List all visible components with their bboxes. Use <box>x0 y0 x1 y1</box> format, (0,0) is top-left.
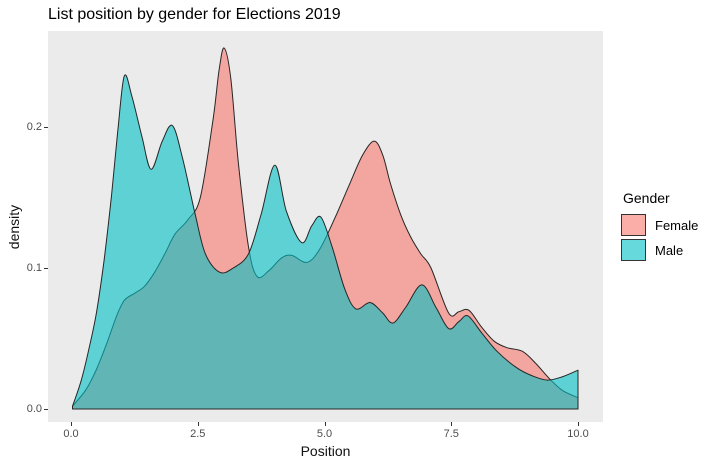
x-tick-label: 7.5 <box>443 428 459 440</box>
y-tick-mark <box>44 268 48 269</box>
plot-panel <box>48 31 603 422</box>
x-tick-mark <box>451 422 453 426</box>
y-tick-mark <box>44 127 48 128</box>
legend-item-female: Female <box>621 214 698 236</box>
x-tick-label: 10.0 <box>567 428 589 440</box>
x-tick-label: 2.5 <box>190 428 206 440</box>
x-tick-mark <box>324 422 326 426</box>
legend-item-male: Male <box>621 239 698 261</box>
y-tick-label: 0.1 <box>26 262 42 274</box>
female-swatch-icon <box>621 214 646 236</box>
male-swatch-icon <box>621 239 646 261</box>
y-tick-mark <box>44 409 48 410</box>
x-tick-label: 0.0 <box>63 428 79 440</box>
x-tick-label: 5.0 <box>316 428 333 440</box>
y-axis-title: density <box>6 204 22 250</box>
plot-title: List position by gender for Elections 20… <box>48 6 341 23</box>
x-axis-title: Position <box>300 443 351 459</box>
legend-title: Gender <box>623 190 670 206</box>
legend: Gender Female Male <box>621 190 698 264</box>
y-tick-label: 0.0 <box>26 403 42 415</box>
x-tick-mark <box>578 422 579 426</box>
y-tick-label: 0.2 <box>26 121 42 133</box>
x-tick-mark <box>71 422 72 426</box>
legend-item-label: Male <box>655 242 684 258</box>
density-area-male <box>72 74 579 410</box>
density-chart <box>72 47 579 410</box>
x-tick-mark <box>197 422 199 426</box>
legend-item-label: Female <box>655 217 699 233</box>
